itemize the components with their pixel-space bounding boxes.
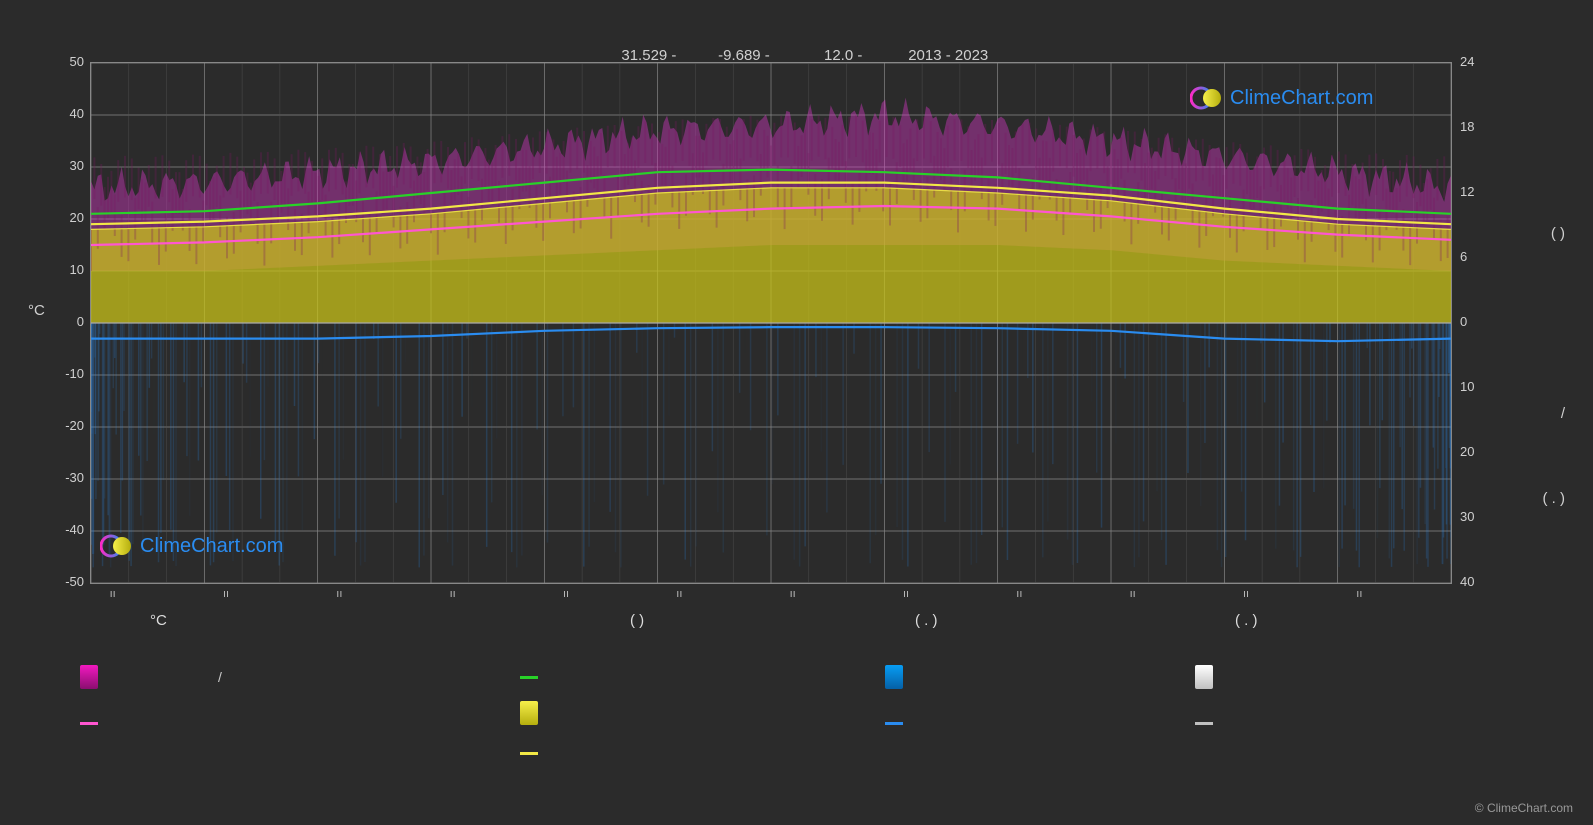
xtick: ıı <box>450 588 456 600</box>
y-left-unit: °C <box>28 302 45 319</box>
ytick-right-top: 18 <box>1460 119 1500 134</box>
y-right-label-top: ( ) <box>1551 225 1565 242</box>
plot-area <box>90 62 1452 584</box>
legend-head-1: °C <box>150 612 167 629</box>
swatch-magenta-line <box>80 722 98 725</box>
ytick-right-bot: 40 <box>1460 574 1500 589</box>
swatch-green <box>520 676 538 679</box>
swatch-blue <box>885 665 903 689</box>
xtick: ıı <box>1016 588 1022 600</box>
brand-logo-top: ClimeChart.com <box>1190 82 1373 114</box>
legend-head-4: ( . ) <box>1235 612 1258 629</box>
legend-item-yellow-box <box>520 702 548 724</box>
xtick: ıı <box>110 588 116 600</box>
legend-head-2: ( ) <box>630 612 644 629</box>
ytick-right-top: 6 <box>1460 249 1500 264</box>
legend-item-white-box <box>1195 666 1223 688</box>
brand-logo-bottom: ClimeChart.com <box>100 530 283 562</box>
ytick-right-bot: 20 <box>1460 444 1500 459</box>
legend-item-yellow-line <box>520 742 548 764</box>
xtick: ıı <box>790 588 796 600</box>
brand-text: ClimeChart.com <box>1230 87 1373 110</box>
ytick-left: 30 <box>44 158 84 173</box>
ytick-left: -40 <box>44 522 84 537</box>
brand-text: ClimeChart.com <box>140 535 283 558</box>
ytick-left: -10 <box>44 366 84 381</box>
legend-item-blue-box <box>885 666 913 688</box>
ytick-right-bot: 30 <box>1460 509 1500 524</box>
swatch-white <box>1195 665 1213 689</box>
ytick-right-top: 24 <box>1460 54 1500 69</box>
ytick-left: 40 <box>44 106 84 121</box>
swatch-magenta <box>80 665 98 689</box>
xtick: ıı <box>903 588 909 600</box>
legend-label: / <box>218 669 222 685</box>
ytick-left: -30 <box>44 470 84 485</box>
ytick-left: 0 <box>44 314 84 329</box>
y-right-label-bot: ( . ) <box>1543 490 1566 507</box>
legend-item-green-line <box>520 666 548 688</box>
swatch-blue-line <box>885 722 903 725</box>
brand-icon <box>1190 82 1222 114</box>
chart-container: 31.529 - -9.689 - 12.0 - 2013 - 2023 °C … <box>0 0 1593 825</box>
legend-item-white-line <box>1195 712 1223 734</box>
xtick: ıı <box>223 588 229 600</box>
ytick-right-bot: 10 <box>1460 379 1500 394</box>
xtick: ıı <box>1243 588 1249 600</box>
legend-item-temp-minmax: / <box>80 666 222 688</box>
chart-svg <box>91 63 1451 583</box>
ytick-left: 10 <box>44 262 84 277</box>
xtick: ıı <box>563 588 569 600</box>
xtick: ıı <box>336 588 342 600</box>
ytick-left: -50 <box>44 574 84 589</box>
swatch-yellow <box>520 701 538 725</box>
y-right-label-mid: / <box>1561 405 1565 422</box>
swatch-white-line <box>1195 722 1213 725</box>
legend-item-blue-line <box>885 712 913 734</box>
xtick: ıı <box>1356 588 1362 600</box>
brand-icon <box>100 530 132 562</box>
ytick-left: 20 <box>44 210 84 225</box>
legend-head-3: ( . ) <box>915 612 938 629</box>
xtick: ıı <box>1130 588 1136 600</box>
ytick-right-top: 0 <box>1460 314 1500 329</box>
xtick: ıı <box>676 588 682 600</box>
swatch-yellow-line <box>520 752 538 755</box>
legend-item-magenta-line <box>80 712 108 734</box>
ytick-right-top: 12 <box>1460 184 1500 199</box>
ytick-left: 50 <box>44 54 84 69</box>
footer-credit: © ClimeChart.com <box>1475 801 1573 815</box>
ytick-left: -20 <box>44 418 84 433</box>
